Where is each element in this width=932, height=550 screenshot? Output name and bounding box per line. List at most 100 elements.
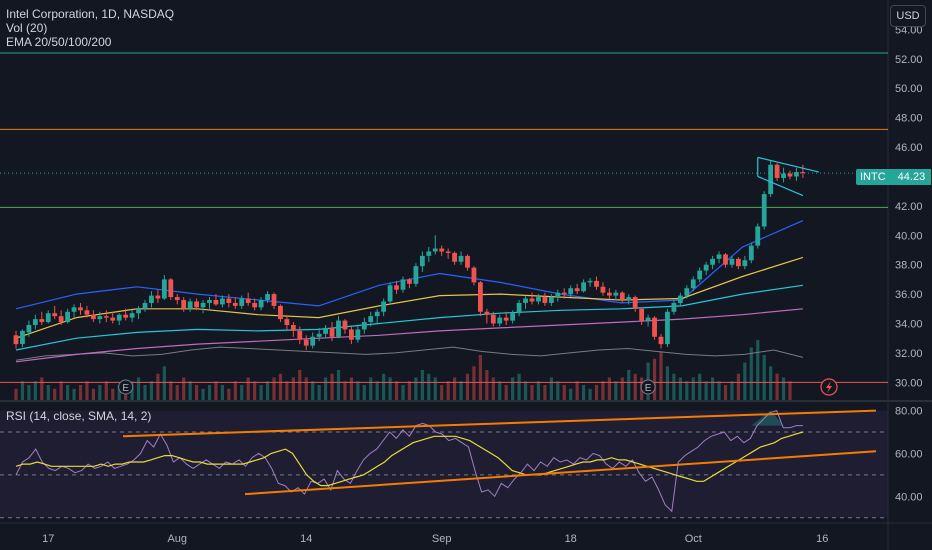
- volume-bar: [756, 340, 760, 400]
- candle-body: [278, 305, 283, 320]
- legend-ema: EMA 20/50/100/200: [6, 35, 112, 49]
- volume-bar: [517, 373, 521, 400]
- volume-bar: [498, 381, 502, 400]
- volume-bar: [98, 385, 102, 400]
- candle-body: [71, 307, 77, 312]
- candle-body: [290, 325, 296, 331]
- candle-body: [729, 258, 735, 265]
- volume-bar: [240, 385, 244, 400]
- candle-body: [561, 292, 567, 295]
- candle-body: [97, 316, 103, 320]
- volume-bar: [272, 377, 276, 400]
- candle-body: [194, 301, 199, 308]
- pennant-lower-line: [757, 175, 804, 197]
- candle-body: [736, 258, 741, 267]
- volume-bar: [633, 373, 637, 400]
- rsi-line: [15, 409, 803, 513]
- price-tick-label: 40.00: [895, 230, 923, 242]
- volume-ma-line: [15, 346, 804, 361]
- volume-bar: [317, 385, 321, 400]
- volume-bar: [394, 381, 399, 400]
- earnings-marker: E: [118, 379, 134, 395]
- candle-body: [155, 295, 161, 299]
- volume-bar: [453, 377, 457, 400]
- candle-body: [374, 311, 380, 317]
- candle-body: [26, 325, 32, 333]
- volume-bar: [704, 381, 708, 400]
- candle-body: [239, 298, 245, 306]
- volume-bar: [46, 385, 50, 400]
- volume-bar: [27, 385, 31, 400]
- volume-bar: [356, 381, 360, 400]
- volume-bar: [762, 355, 766, 400]
- volume-bar: [304, 377, 308, 400]
- volume-bar: [485, 370, 489, 400]
- candle-body: [91, 314, 96, 320]
- candle-body: [426, 251, 432, 256]
- volume-bar: [465, 373, 470, 400]
- candle-body: [245, 298, 251, 303]
- volume-bar: [14, 388, 18, 400]
- candle-body: [349, 329, 354, 340]
- candle-body: [39, 319, 45, 323]
- candle-body: [542, 297, 548, 303]
- candle-body: [187, 301, 193, 309]
- candle-body: [84, 310, 90, 315]
- price-tick-label: 32.00: [895, 348, 923, 360]
- volume-bar: [175, 385, 179, 400]
- candle-body: [703, 264, 709, 271]
- volume-bar: [349, 377, 353, 400]
- volume-bar: [156, 373, 160, 400]
- candle-body: [452, 252, 457, 262]
- candle-body: [458, 255, 464, 262]
- candle-body: [626, 297, 632, 300]
- candle-body: [123, 314, 129, 318]
- candle-body: [413, 266, 419, 284]
- volume-bar: [246, 377, 250, 400]
- volume-bar: [20, 381, 25, 400]
- time-tick-label: 18: [565, 533, 577, 545]
- volume-bar: [730, 381, 734, 400]
- volume-bar: [788, 381, 792, 400]
- candle-body: [303, 339, 309, 346]
- volume-bar: [685, 381, 689, 400]
- volume-bar: [749, 347, 753, 400]
- pennant-upper-line: [757, 156, 820, 173]
- volume-bar: [607, 377, 611, 400]
- volume-bar: [143, 385, 147, 400]
- price-tick-label: 42.00: [895, 201, 923, 213]
- volume-bar: [620, 377, 624, 400]
- volume-bar: [169, 381, 173, 400]
- earnings-marker: E: [640, 379, 656, 395]
- candle-body: [310, 336, 316, 346]
- earnings-marker-label: E: [122, 383, 129, 394]
- volume-bar: [659, 351, 663, 400]
- candle-body: [768, 164, 774, 195]
- candle-body: [271, 294, 277, 306]
- candle-body: [684, 288, 690, 296]
- volume-bar: [698, 373, 702, 400]
- price-tick-label: 34.00: [895, 319, 923, 331]
- volume-bar: [472, 366, 476, 400]
- ema-line: [15, 308, 803, 363]
- currency-button[interactable]: USD: [890, 5, 926, 27]
- volume-bar: [343, 381, 347, 400]
- candle-body: [478, 282, 483, 312]
- rsi-tick-label: 40.00: [895, 491, 923, 503]
- candle-body: [297, 330, 303, 340]
- volume-bar: [278, 373, 283, 400]
- candle-body: [677, 295, 683, 303]
- candle-body: [329, 327, 335, 337]
- rsi-upper-trendline: [122, 409, 877, 438]
- volume-bar: [336, 370, 341, 400]
- candle-body: [665, 311, 670, 345]
- volume-bar: [33, 381, 37, 400]
- rsi-legend: RSI (14, close, SMA, 14, 2): [6, 409, 151, 423]
- volume-bar: [543, 385, 547, 400]
- volume-bar: [562, 385, 566, 400]
- volume-bar: [588, 388, 592, 400]
- time-tick-label: Sep: [432, 533, 452, 545]
- candle-body: [529, 298, 535, 302]
- volume-bar: [549, 377, 553, 400]
